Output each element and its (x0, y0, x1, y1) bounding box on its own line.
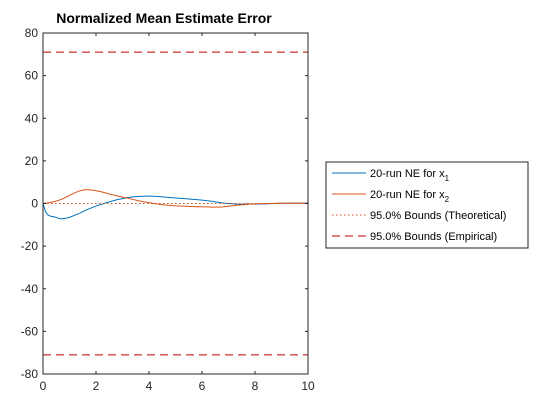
x-tick-label: 4 (146, 379, 153, 393)
legend-label-3: 95.0% Bounds (Theoretical) (370, 210, 506, 222)
x-tick-label: 0 (40, 379, 47, 393)
y-tick-label: 0 (31, 197, 38, 211)
x-tick-label: 8 (252, 379, 259, 393)
legend: 20-run NE for x1 20-run NE for x2 95.0% Bo… (325, 161, 529, 249)
legend-label-4: 95.0% Bounds (Empirical) (370, 231, 497, 243)
y-tick-label: 80 (25, 26, 39, 40)
series-line-2 (42, 189, 308, 208)
y-tick-label: 40 (25, 111, 39, 125)
series-layer (42, 51, 308, 356)
legend-label-2: 20-run NE for x2 (370, 189, 450, 204)
legend-label-1: 20-run NE for x1 (370, 168, 450, 183)
series-line-1 (42, 195, 308, 220)
y-tick-label: -20 (21, 239, 39, 253)
x-tick-label: 2 (93, 379, 100, 393)
y-tick-label: 20 (25, 154, 39, 168)
y-tick-label: -60 (21, 324, 39, 338)
x-tick-label: 10 (301, 379, 315, 393)
legend-box (325, 161, 529, 249)
x-tick-label: 6 (199, 379, 206, 393)
y-tick-label: -40 (21, 282, 39, 296)
axis-layer: 0 2 4 6 8 10 -80 -60 -40 -20 0 20 40 60 80 (21, 26, 315, 393)
chart-title: Normalized Mean Estimate Error (56, 10, 272, 26)
y-tick-label: 60 (25, 69, 39, 83)
y-tick-label: -80 (21, 367, 39, 381)
